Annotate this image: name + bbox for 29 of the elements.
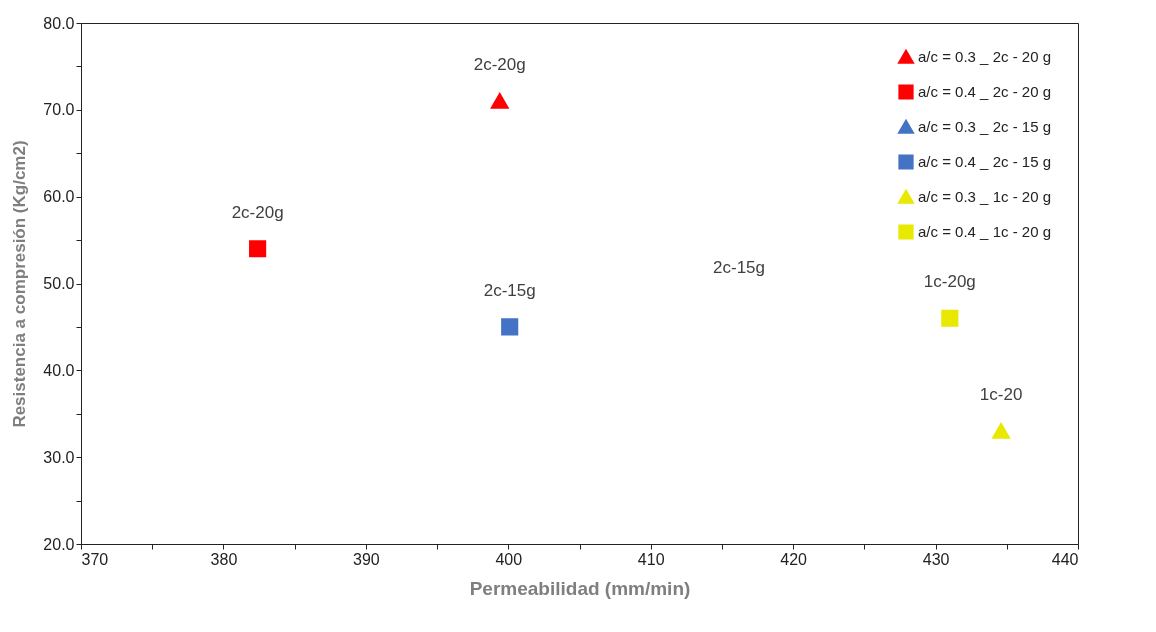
annotation: 2c-15g <box>713 257 766 277</box>
annotation: 1c-20g <box>923 272 976 292</box>
x-tick-label: 430 <box>922 550 950 568</box>
legend-label: a/c = 0.3 _ 1c - 20 g <box>918 188 1052 205</box>
x-tick-label: 380 <box>210 550 238 568</box>
x-tick-label: 410 <box>637 550 665 568</box>
annotation: 2c-15g <box>483 280 536 300</box>
x-tick-label: 400 <box>495 550 523 568</box>
y-tick-label: 70.0 <box>43 101 75 119</box>
x-tick-label: 390 <box>353 550 380 568</box>
y-tick-label: 80.0 <box>43 14 75 32</box>
y-tick-label: 50.0 <box>43 275 75 292</box>
legend-label: a/c = 0.4 _ 2c - 15 g <box>918 153 1052 170</box>
annotation: 2c-20g <box>473 55 526 75</box>
legend-label: a/c = 0.3 _ 2c - 15 g <box>918 118 1052 135</box>
y-tick-label: 20.0 <box>43 535 75 553</box>
y-tick-label: 60.0 <box>43 188 75 206</box>
annotation: 1c-20 <box>979 385 1023 405</box>
y-tick-label: 40.0 <box>43 361 75 379</box>
y-tick-label: 30.0 <box>43 448 75 466</box>
x-tick-label: 440 <box>1051 550 1079 568</box>
x-axis-title: Permeabilidad (mm/min) <box>469 577 691 599</box>
y-axis-title: Resistencia a compresión (Kg/cm2) <box>10 140 30 428</box>
x-tick-label: 370 <box>81 550 109 568</box>
legend-label: a/c = 0.4 _ 1c - 20 g <box>918 223 1052 240</box>
legend-label: a/c = 0.4 _ 2c - 20 g <box>918 83 1052 100</box>
x-tick-label: 420 <box>780 550 808 568</box>
legend-label: a/c = 0.3 _ 2c - 20 g <box>918 48 1052 65</box>
annotation: 2c-20g <box>231 202 284 222</box>
